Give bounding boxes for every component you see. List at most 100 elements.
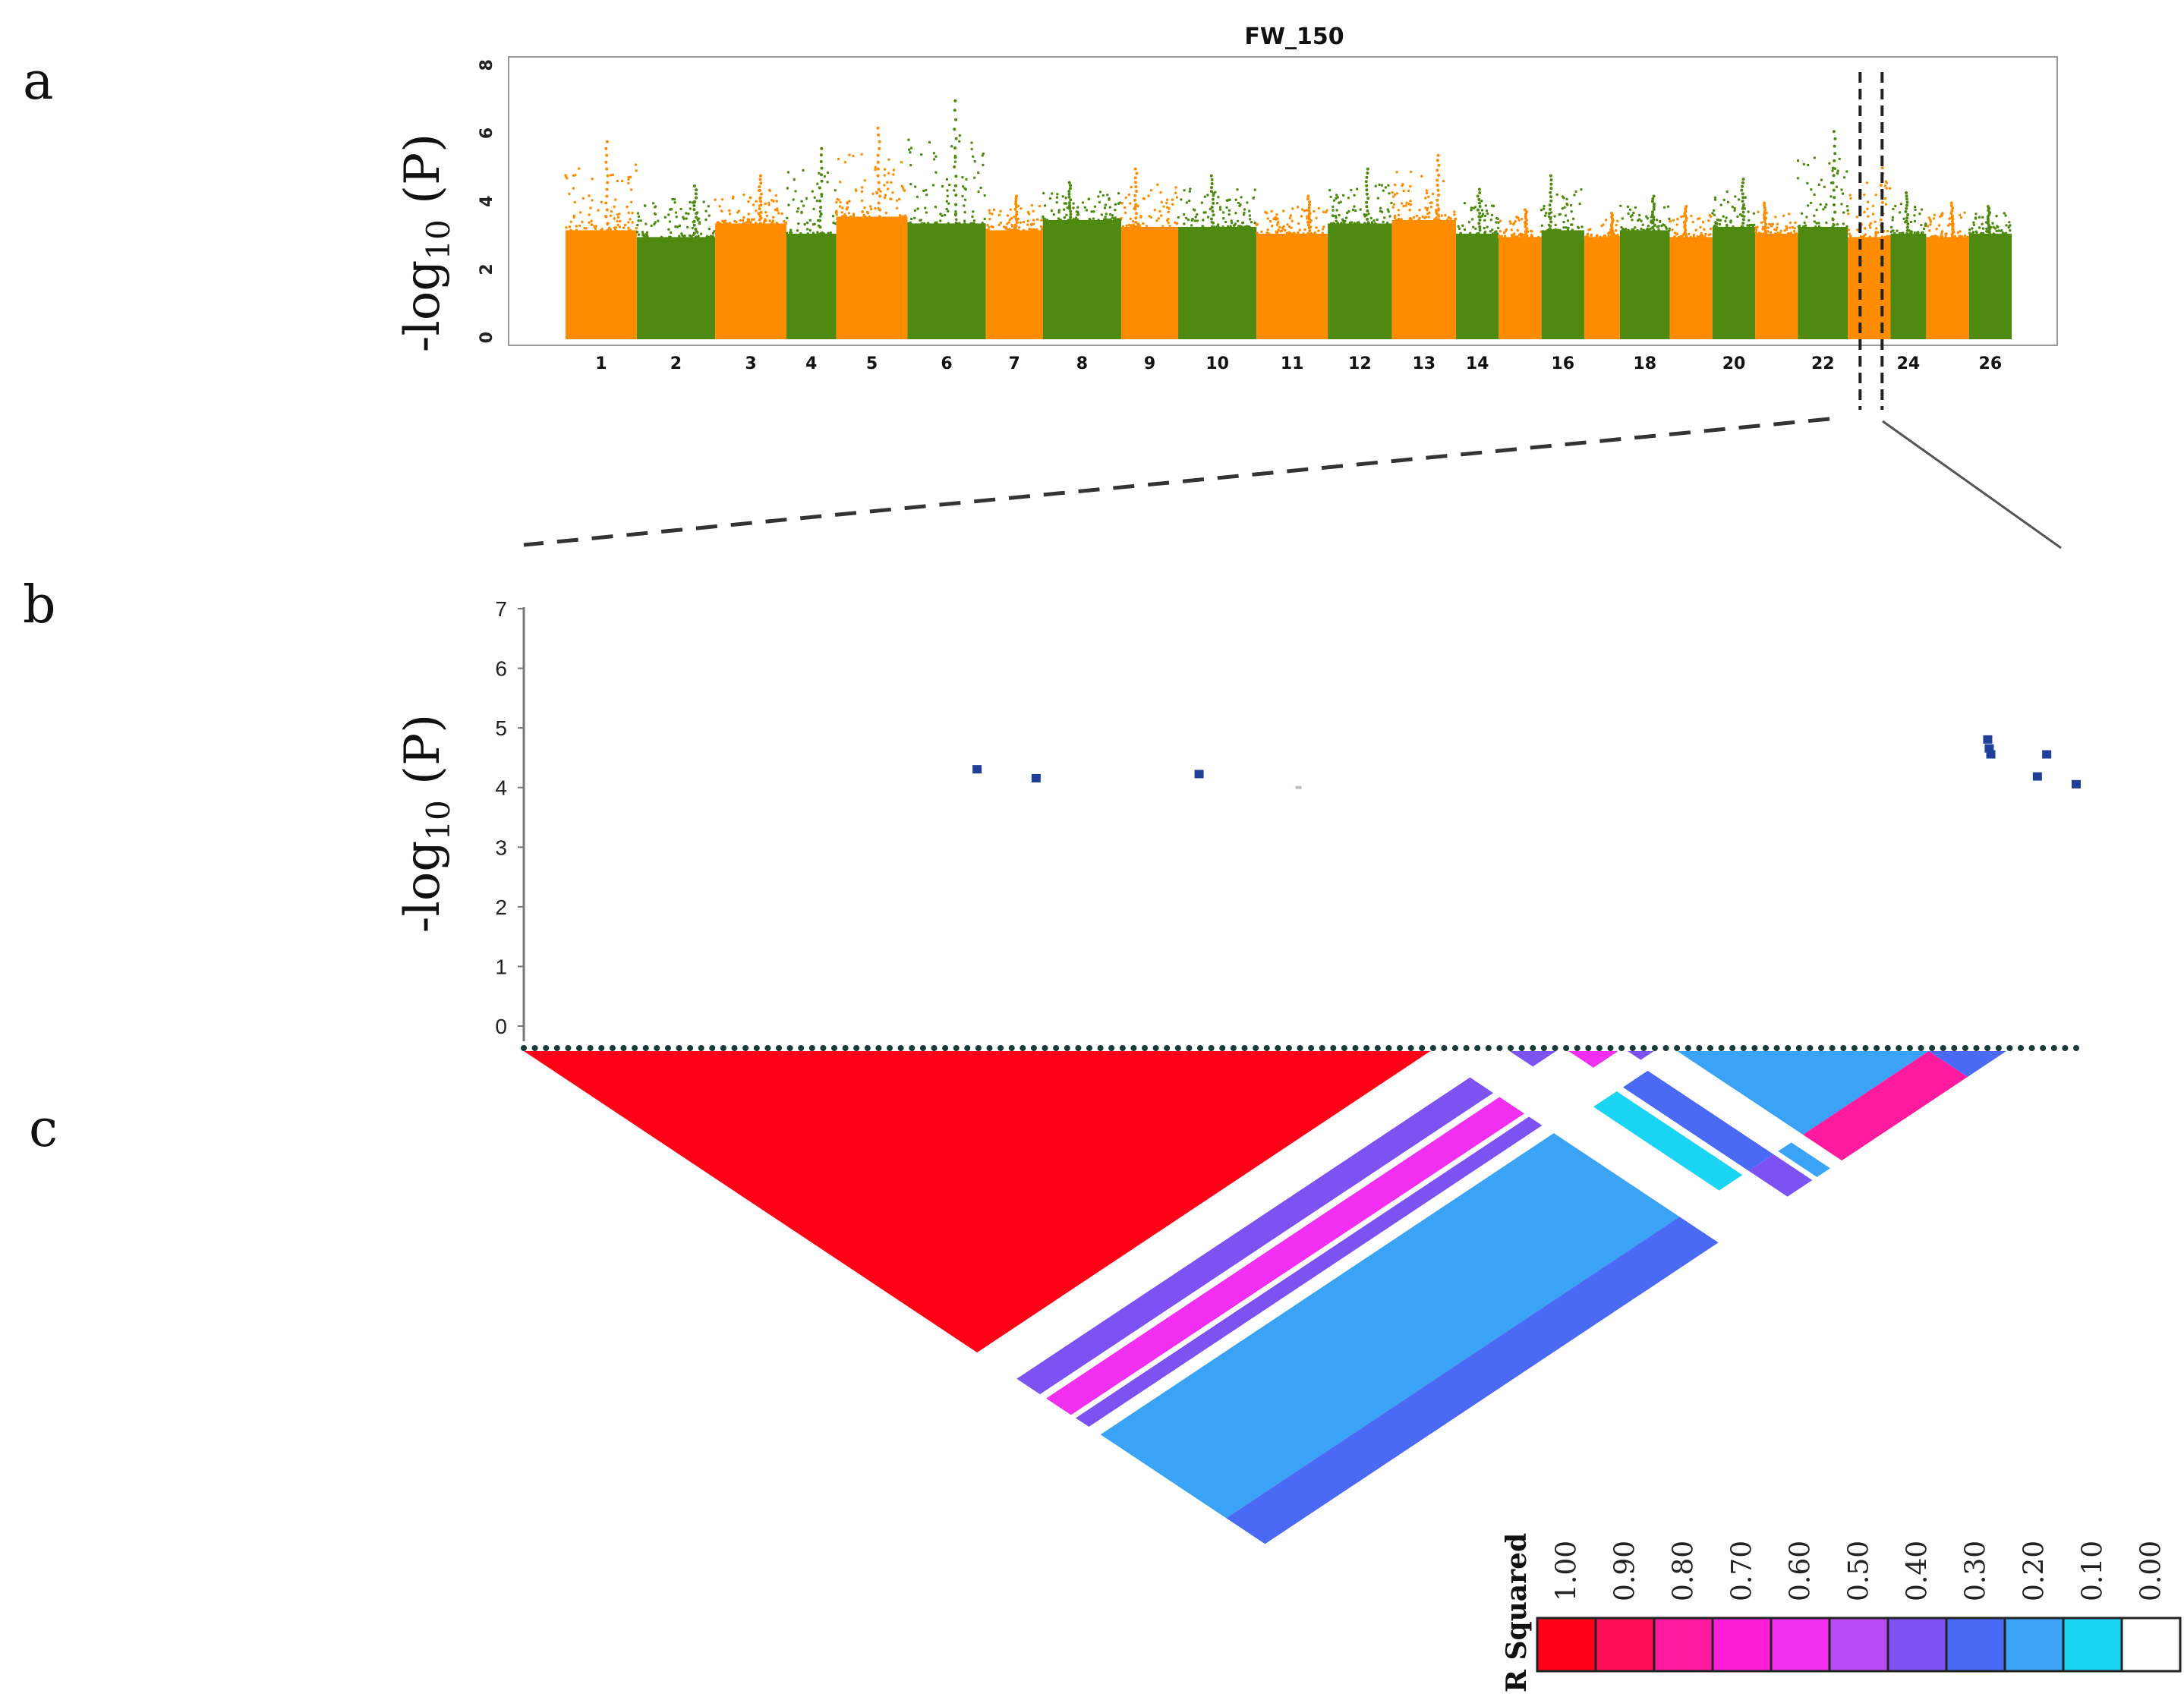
- snp-point: [802, 204, 805, 207]
- snp-point: [971, 222, 975, 225]
- snp-point: [1174, 191, 1177, 194]
- snp-point: [816, 232, 819, 235]
- snp-peak-point: [1365, 175, 1369, 179]
- snp-point: [1863, 210, 1866, 214]
- snp-point: [887, 172, 890, 175]
- snp-point: [1083, 206, 1087, 209]
- snp-point: [678, 235, 681, 238]
- chromosome-label: 10: [1205, 354, 1229, 373]
- snp-point: [1193, 209, 1196, 212]
- snp-point: [1823, 185, 1826, 188]
- snp-point: [1185, 201, 1189, 204]
- snp-peak-point: [877, 133, 881, 137]
- snp-point: [863, 179, 867, 182]
- snp-marker: [1208, 1045, 1215, 1051]
- snp-point: [1206, 194, 1209, 197]
- snp-point: [1221, 225, 1224, 228]
- snp-point: [1157, 217, 1161, 220]
- snp-point: [1991, 222, 1994, 225]
- snp-point: [838, 205, 842, 208]
- snp-point: [1051, 192, 1054, 195]
- snp-point: [922, 189, 925, 193]
- chromosome-body-25: [1926, 237, 1969, 339]
- snp-point: [747, 200, 750, 203]
- snp-point: [1052, 212, 1056, 216]
- snp-point: [1372, 219, 1376, 222]
- snp-point: [1379, 206, 1382, 209]
- snp-point: [1956, 231, 1960, 235]
- snp-point: [1709, 227, 1713, 231]
- snp-marker: [1596, 1045, 1603, 1051]
- snp-point: [1454, 217, 1458, 220]
- snp-marker: [2028, 1045, 2035, 1051]
- snp-peak-point: [1308, 200, 1312, 204]
- snp-point: [775, 200, 778, 203]
- snp-peak-point: [1307, 206, 1311, 209]
- snp-point: [641, 232, 644, 235]
- snp-point: [1489, 230, 1492, 233]
- snp-peak-point: [1549, 216, 1552, 219]
- snp-point: [939, 219, 942, 222]
- ld-legend-label: 0.60: [1785, 1541, 1817, 1601]
- snp-peak-point: [1741, 214, 1744, 218]
- snp-point: [1341, 218, 1344, 221]
- snp-point: [1711, 212, 1714, 215]
- snp-point: [963, 210, 966, 214]
- snp-point: [1724, 219, 1727, 222]
- snp-point: [1739, 213, 1742, 216]
- snp-marker: [997, 1045, 1004, 1051]
- snp-point: [1640, 227, 1643, 231]
- snp-marker: [1285, 1045, 1292, 1051]
- snp-point: [1766, 226, 1770, 229]
- snp-point: [1404, 204, 1408, 207]
- snp-point: [1785, 228, 1788, 231]
- snp-point: [1288, 216, 1292, 219]
- snp-point: [803, 223, 806, 226]
- snp-point: [1329, 222, 1333, 225]
- snp-point: [771, 219, 775, 222]
- snp-point: [961, 194, 964, 198]
- snp-marker: [1263, 1045, 1270, 1051]
- snp-point: [1165, 201, 1168, 205]
- zoom-connector-right: [1882, 420, 2062, 549]
- snp-peak-point: [1015, 228, 1019, 232]
- snp-point: [1209, 207, 1212, 211]
- snp-point: [1517, 216, 1520, 219]
- snp-point: [1855, 216, 1858, 219]
- snp-marker: [786, 1045, 793, 1051]
- snp-peak-point: [1013, 216, 1017, 219]
- snp-point: [890, 197, 893, 200]
- chromosome-body-7: [985, 230, 1043, 339]
- snp-point: [629, 175, 632, 178]
- manhattan-points: [564, 99, 2012, 339]
- snp-point: [934, 171, 938, 174]
- snp-point: [947, 222, 950, 225]
- ld-legend-swatch: [1828, 1617, 1889, 1673]
- chromosome-label: 2: [670, 354, 682, 373]
- snp-point: [1747, 210, 1750, 213]
- snp-point: [1108, 206, 1112, 209]
- ld-snp-markers: [521, 1045, 2079, 1051]
- snp-point: [786, 216, 789, 219]
- snp-point: [1832, 222, 1835, 226]
- snp-peak-point: [1014, 218, 1018, 222]
- snp-point: [1486, 225, 1489, 228]
- snp-point: [1397, 209, 1401, 212]
- chromosome-body-18: [1619, 230, 1670, 339]
- snp-point: [1256, 222, 1259, 226]
- snp-marker: [1186, 1045, 1193, 1051]
- snp-marker: [1840, 1045, 1847, 1051]
- snp-point: [1754, 226, 1757, 229]
- snp-point: [704, 218, 708, 222]
- snp-point: [963, 204, 966, 207]
- snp-point: [757, 212, 760, 215]
- snp-peak-point: [1436, 198, 1439, 202]
- snp-point: [1402, 204, 1405, 208]
- snp-point: [1353, 194, 1356, 197]
- snp-point: [1418, 209, 1421, 212]
- snp-peak-point: [759, 200, 763, 203]
- snp-point: [928, 140, 931, 144]
- snp-point: [1806, 181, 1809, 185]
- snp-point: [972, 219, 976, 222]
